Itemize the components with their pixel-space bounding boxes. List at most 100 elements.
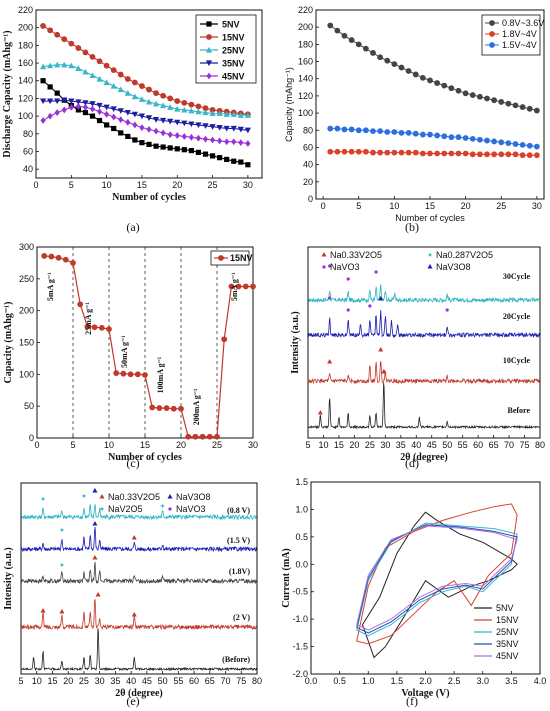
y-tick-label: 250 [19,274,34,284]
y-tick-label: 0 [29,433,34,443]
y-tick-label: 0.0 [295,559,308,569]
series-25nv-point [181,106,188,113]
series-b-point [419,131,426,138]
series-b-point [533,152,540,159]
series-15nv-point [156,405,163,411]
series-b-point [519,152,526,159]
x-tick-label: 4.0 [534,676,547,686]
series-45nv-point [153,127,159,135]
series-b-point [370,149,376,156]
series-5nv-point [188,147,194,154]
series-b-point [398,149,405,156]
series-15nv-point [55,254,62,261]
series-15nv-point [188,101,195,108]
series-35nv-point [223,125,230,132]
series-5nv-point [160,144,166,150]
legend-label: 15NV [222,33,245,43]
phase-marker [346,277,350,281]
panel-e-chart: 5 10 15 20 25 30 35 40 45 50 55 60 65 70 75 80 2θ (degre… [3,482,262,699]
series-b-point [341,126,348,133]
xrd-trace [20,526,257,553]
legend-label: NaVO3 [176,504,206,514]
x-tick-label: 0.5 [333,676,346,686]
legend: Na0.33V2O5 ✦ Na0.287V2O5 NaVO3 NaV3O8 [321,250,493,272]
series-45nv-point [132,121,138,129]
y-axis-title: Capacity (mAhg⁻¹) [3,302,14,384]
phase-marker: ✦ [427,252,433,260]
series-45nv-point [181,133,187,140]
y-axis-title: Capacity (mAhg⁻¹) [284,67,294,142]
x-tick-label: 25 [365,440,375,450]
x-tick-label: 5 [69,180,74,190]
series-5nv-point [54,90,60,96]
series-45nv-point [47,112,53,120]
series-25nv-point [68,62,75,69]
y-tick-label: 200 [18,23,33,33]
series-5nv-point [238,159,244,165]
series-45nv-point [202,135,209,143]
series-35nv-point [96,102,103,109]
cv-curve-45nv [356,525,518,631]
y-tick-label: 80 [303,125,313,135]
series-b-point [462,135,469,141]
panel-a-letter: (a) [126,220,139,234]
phase-marker [317,410,323,415]
x-tick-label: 75 [236,676,246,686]
series-15nv-point [54,31,61,38]
series-5nv-point [224,156,230,163]
series-b-point [412,71,419,78]
phase-marker [167,494,173,499]
series-45nv-point [61,106,67,114]
series-b-point [362,127,369,134]
series-b-point [377,54,384,61]
y-tick-label: 180 [18,40,33,50]
series-b-point [384,57,391,64]
phase-marker [92,488,98,493]
legend-label: 25NV [496,627,519,637]
y-tick-label: 80 [23,129,33,139]
legend-label: Na0.33V2O5 [330,250,382,260]
phase-marker [40,608,46,613]
series-35nv-point [103,104,110,111]
series-15nv-point [209,107,216,113]
series-b-point [476,93,483,100]
series-35nv-point [39,98,47,105]
trace-label: 10Cycle [503,356,531,365]
series-25nv-point [223,111,230,117]
series-b-point [491,97,498,104]
series-b-point [484,95,490,102]
series-b-point [355,127,362,134]
x-axis-title: 2θ (degree) [400,452,448,463]
series-35nv-point [195,122,202,129]
xrd-trace [20,598,257,631]
phase-marker: ✦ [59,527,65,535]
legend-label: Na0.287V2O5 [436,250,493,260]
series-15nv-point [195,103,202,110]
series-25nv-point [47,62,54,69]
series-25nv-point [131,93,138,100]
phase-marker: ✦ [40,496,46,504]
phase-marker [99,494,105,499]
x-tick-label: 0 [34,440,39,450]
series-5nv-point [153,143,159,149]
series-25nv-point [244,112,251,118]
series-15nv-point [41,253,48,259]
x-tick-label: 35 [396,440,406,450]
series-b-point [405,68,412,74]
y-tick-label: 160 [18,58,33,68]
series-15nv-point [82,49,89,56]
series-b-point [334,27,341,34]
legend-label: 15NV [496,615,519,625]
x-tick-label: 15 [334,440,344,450]
series-5nv-point [47,84,53,90]
series-5nv-point [146,141,152,147]
trace-label: (Before) [222,655,250,664]
y-tick-label: 120 [298,91,313,101]
legend-marker [205,60,213,67]
series-25nv-point [103,79,110,86]
x-tick-label: 10 [102,180,112,190]
x-tick-label: 10 [104,440,114,450]
legend-label: 5NV [496,603,514,613]
y-tick-label: 40 [23,164,33,174]
